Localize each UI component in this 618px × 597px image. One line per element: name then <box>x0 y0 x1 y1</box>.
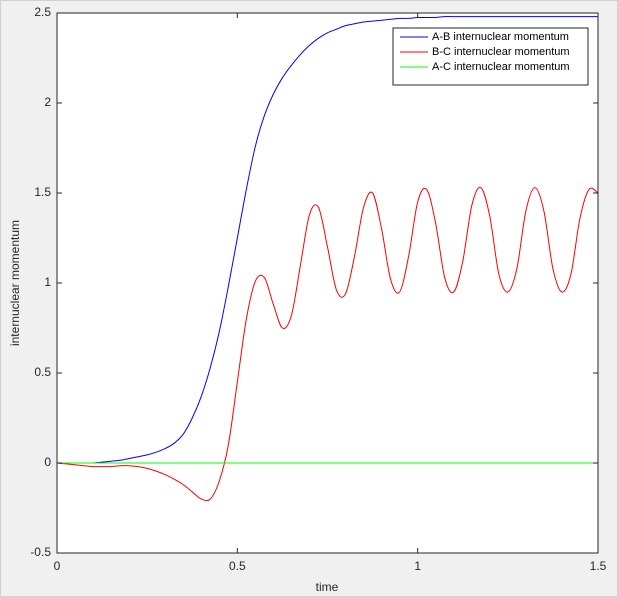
y-tick-label: 2.5 <box>34 5 51 19</box>
x-tick-label: 0 <box>54 559 61 573</box>
x-axis-label: time <box>316 580 339 594</box>
x-tick-label: 0.5 <box>229 559 246 573</box>
y-tick-label: 2 <box>44 95 51 109</box>
plot-background <box>57 13 598 553</box>
series-line <box>56 186 599 502</box>
y-tick-label: -0.5 <box>30 545 51 559</box>
legend-label: A-B internuclear momentum <box>432 31 569 43</box>
y-tick-label: 1.5 <box>34 185 51 199</box>
y-axis-label: internuclear momentum <box>8 220 22 346</box>
legend-label: B-C internuclear momentum <box>432 46 570 58</box>
y-tick-label: 0.5 <box>34 365 51 379</box>
legend: A-B internuclear momentum B-C internuclea… <box>392 27 589 86</box>
y-tick-label: 0 <box>44 455 51 469</box>
x-tick-label: 1.5 <box>590 559 607 573</box>
legend-label: A-C internuclear momentum <box>432 61 570 73</box>
x-tick-label: 1 <box>414 559 421 573</box>
y-tick-label: 1 <box>44 275 51 289</box>
series-line <box>57 16 598 464</box>
